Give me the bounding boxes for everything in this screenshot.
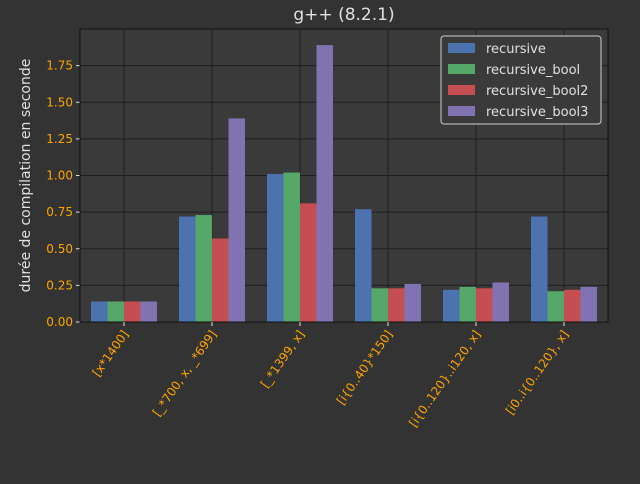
x-tick-label: [_*1399, x] (258, 328, 308, 391)
bar-recursive-bool-0 (107, 301, 124, 322)
x-tick-label: [_*700, x, _*699] (150, 328, 220, 419)
x-tick-label: [i{0..40}*150] (334, 328, 396, 408)
bar-recursive-bool3-4 (492, 282, 509, 322)
bar-recursive-bool-4 (459, 286, 476, 322)
bar-recursive-bool3-0 (140, 301, 157, 322)
bar-recursive-4 (443, 289, 460, 322)
bar-recursive-bool3-5 (580, 286, 597, 322)
bar-recursive-1 (179, 216, 196, 322)
chart-title: g++ (8.2.1) (293, 5, 394, 25)
legend-swatch-recursive-bool3 (448, 106, 475, 116)
y-tick-label: 1.00 (46, 169, 73, 183)
legend-swatch-recursive-bool2 (448, 85, 475, 95)
bar-recursive-bool3-2 (316, 45, 333, 323)
bar-recursive-bool2-3 (388, 288, 405, 322)
x-tick-label: [i{0..120}..i120, x] (406, 328, 483, 430)
bar-recursive-bool-2 (283, 172, 300, 322)
y-tick-label: 0.50 (46, 242, 73, 256)
bar-recursive-bool3-1 (228, 118, 245, 323)
legend (440, 35, 602, 125)
bar-recursive-0 (91, 301, 108, 322)
axes-frame (79, 28, 609, 323)
legend-swatch-recursive-bool (448, 64, 475, 74)
bar-recursive-bool2-4 (476, 288, 493, 322)
y-tick-label: 0.25 (46, 278, 73, 292)
bar-recursive-bool-1 (195, 215, 212, 322)
bar-recursive-bool-3 (371, 288, 388, 322)
bar-recursive-bool2-1 (212, 238, 229, 322)
bar-recursive-2 (267, 174, 284, 322)
legend-label-recursive: recursive (486, 42, 546, 57)
bar-recursive-bool2-5 (564, 289, 581, 322)
y-tick-label: 1.25 (46, 132, 73, 146)
x-tick-label: [x*1400] (90, 328, 132, 379)
y-tick-label: 0.00 (46, 315, 73, 329)
bar-recursive-bool3-3 (404, 283, 421, 322)
y-tick-label: 1.50 (46, 95, 73, 109)
bar-recursive-bool-5 (547, 291, 564, 322)
bar-recursive-bool2-2 (300, 203, 317, 322)
y-axis-label: durée de compilation en seconde (18, 59, 34, 293)
y-tick-label: 1.75 (46, 59, 73, 73)
legend-label-recursive-bool: recursive_bool (486, 63, 580, 78)
bar-recursive-3 (355, 209, 372, 322)
bar-recursive-bool2-0 (124, 301, 141, 322)
bar-recursive-5 (531, 216, 548, 322)
legend-swatch-recursive (448, 43, 475, 53)
legend-label-recursive-bool2: recursive_bool2 (486, 84, 588, 99)
legend-label-recursive-bool3: recursive_bool3 (486, 105, 588, 120)
x-tick-label: [i0..i{0..120}, x] (503, 328, 572, 418)
y-tick-label: 0.75 (46, 205, 73, 219)
